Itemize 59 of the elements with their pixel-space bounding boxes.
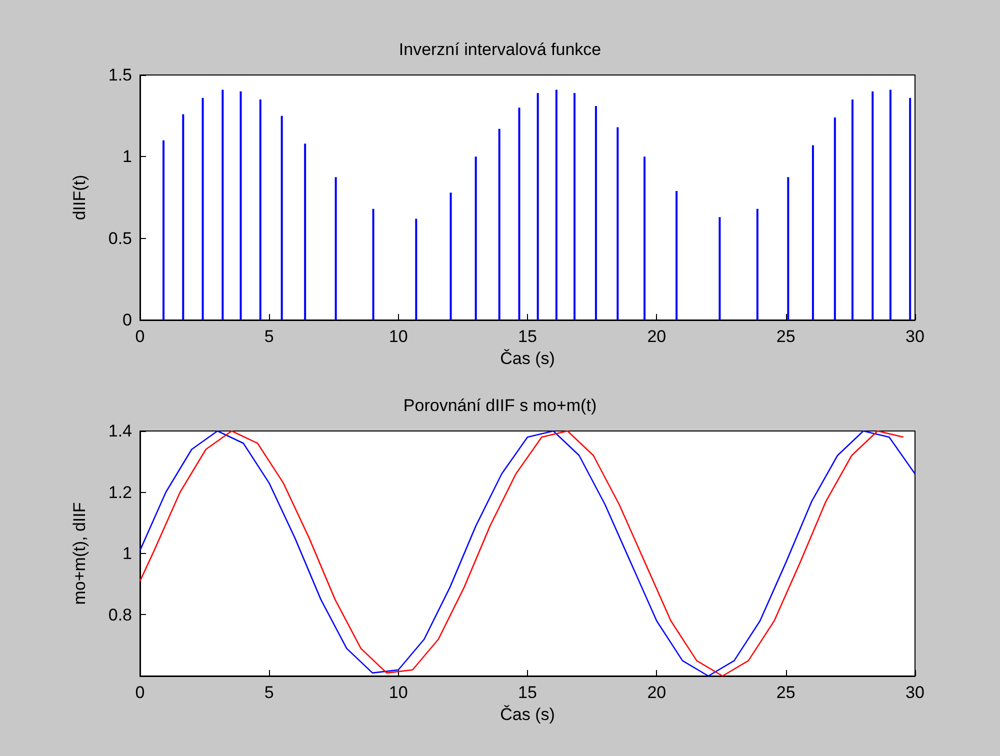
- y-axis-title: dIIF(t): [70, 174, 89, 220]
- x-tick-label: 10: [388, 327, 408, 346]
- y-tick-label: 1.5: [108, 66, 132, 84]
- x-tick-label: 0: [135, 683, 145, 702]
- bar: [202, 98, 204, 320]
- y-tick-label: 1.2: [108, 482, 132, 502]
- x-tick-label: 15: [518, 683, 537, 702]
- x-tick-label: 25: [776, 327, 796, 346]
- bar: [594, 106, 597, 320]
- x-tick-label: 5: [264, 683, 274, 702]
- bar: [334, 177, 337, 320]
- bar: [555, 90, 558, 320]
- y-tick-label: 0.5: [108, 228, 132, 248]
- x-tick-label: 30: [906, 683, 924, 702]
- x-tick-label: 15: [518, 327, 537, 346]
- bar: [280, 116, 283, 320]
- bar: [872, 91, 874, 320]
- bar: [851, 100, 854, 320]
- y-axis-title: mo+m(t), dIIF: [70, 502, 89, 605]
- x-axis-title: Čas (s): [500, 705, 555, 724]
- bar: [518, 108, 520, 320]
- bar: [676, 190, 678, 320]
- x-tick-label: 20: [647, 327, 666, 346]
- bar: [834, 117, 836, 320]
- bar: [450, 192, 452, 320]
- bar: [162, 140, 165, 320]
- bar: [372, 208, 374, 320]
- bar: [304, 144, 306, 320]
- bar: [182, 114, 184, 320]
- bar: [889, 90, 892, 320]
- bar: [787, 177, 790, 320]
- y-tick-label: 1: [122, 544, 132, 563]
- y-tick-label: 1: [122, 147, 132, 166]
- bar: [574, 92, 576, 320]
- x-axis-title: Čas (s): [500, 349, 555, 368]
- bar: [498, 128, 500, 320]
- x-tick-label: 5: [264, 327, 274, 346]
- x-tick-label: 20: [647, 683, 666, 702]
- bar: [718, 217, 721, 320]
- bar: [536, 92, 539, 320]
- bar: [259, 100, 262, 320]
- x-tick-label: 10: [388, 683, 408, 702]
- bar: [756, 208, 758, 320]
- bar: [812, 145, 814, 320]
- bar: [222, 90, 224, 320]
- x-tick-label: 30: [906, 327, 924, 346]
- chart-title: Porovnání dIIF s mo+m(t): [403, 396, 597, 415]
- x-tick-label: 25: [776, 683, 796, 702]
- bar: [644, 156, 646, 320]
- y-tick-label: 0: [122, 310, 132, 330]
- bar: [240, 91, 242, 320]
- bar: [415, 218, 418, 320]
- bar: [909, 98, 912, 320]
- bar: [616, 127, 619, 320]
- y-tick-label: 0.8: [108, 605, 132, 624]
- x-tick-label: 0: [135, 327, 145, 346]
- y-tick-label: 1.4: [108, 422, 132, 440]
- chart-title: Inverzní intervalová funkce: [398, 40, 602, 59]
- bar: [474, 156, 477, 320]
